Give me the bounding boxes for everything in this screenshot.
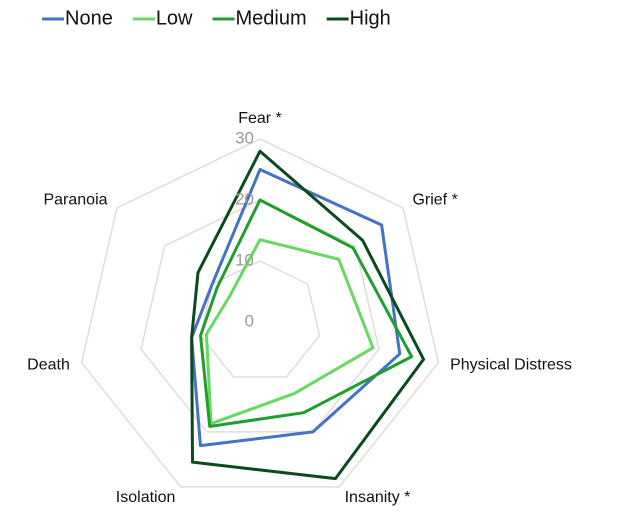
category-label: Physical Distress (450, 357, 572, 374)
series-line (190, 168, 402, 448)
legend-label: Low (156, 7, 193, 29)
series-line (204, 238, 375, 426)
legend-label: None (65, 7, 113, 29)
category-label: Grief * (412, 192, 457, 209)
category-label: Paranoia (43, 192, 107, 209)
grid-ring (80, 138, 440, 488)
series-line (199, 198, 414, 428)
category-label: Insanity * (345, 489, 411, 506)
legend-label: Medium (236, 7, 307, 29)
series-line (190, 149, 426, 481)
tick-label: 10 (235, 250, 254, 269)
category-label: Isolation (116, 489, 176, 506)
grid-ring (199, 260, 321, 378)
category-label: Death (27, 357, 70, 374)
tick-label: 30 (235, 128, 254, 147)
tick-label: 20 (235, 189, 254, 208)
grid-ring (140, 199, 380, 433)
category-label: Fear * (238, 110, 282, 127)
tick-label: 0 (245, 311, 254, 330)
legend-label: High (350, 7, 391, 29)
